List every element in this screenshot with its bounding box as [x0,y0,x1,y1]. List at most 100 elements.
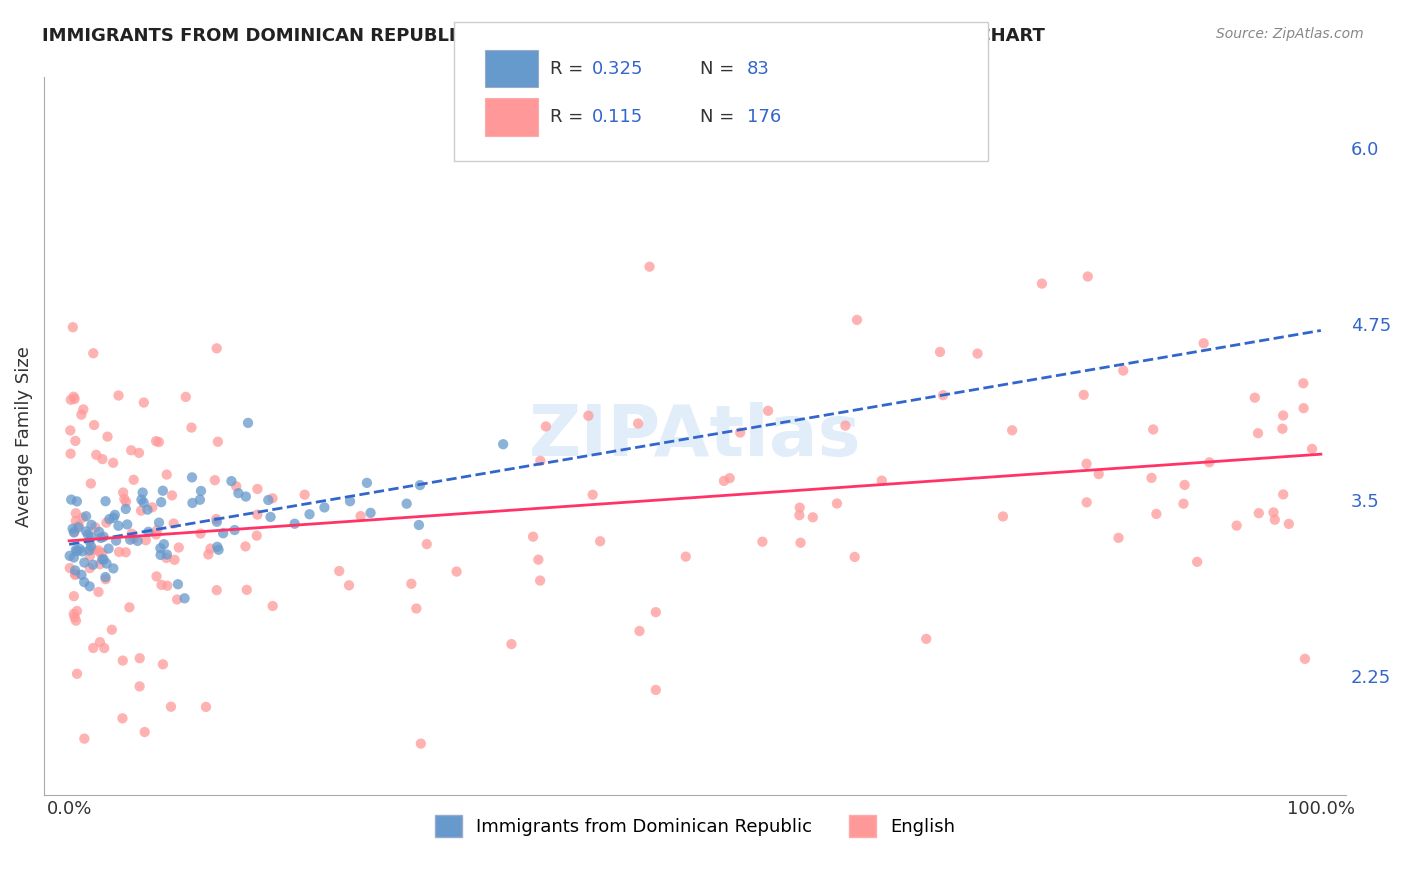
Point [349,509,371,524]
Point [675,549,697,564]
Point [1294,652,1316,666]
Point [401,576,423,591]
Point [114,545,136,559]
Point [96,557,118,571]
Point [314,500,336,515]
Point [1264,513,1286,527]
Point [129,503,152,517]
Point [416,537,439,551]
Text: Source: ZipAtlas.com: Source: ZipAtlas.com [1216,27,1364,41]
Point [63,524,86,539]
Point [644,682,666,697]
Point [138,524,160,539]
Point [529,454,551,468]
Point [409,478,432,492]
Point [789,508,811,523]
Point [70,567,93,582]
Point [62,390,84,404]
Point [84,520,107,534]
Point [120,443,142,458]
Text: 176: 176 [747,108,780,126]
Point [62,320,84,334]
Point [66,604,89,618]
Point [63,589,86,603]
Point [82,558,104,572]
Point [80,517,103,532]
Point [59,447,82,461]
Point [108,545,131,559]
Point [246,508,269,522]
Point [121,526,143,541]
Point [60,492,83,507]
Point [1247,506,1270,520]
Point [225,479,247,493]
Point [146,524,169,538]
Point [155,551,177,566]
Point [173,591,195,606]
Point [197,548,219,562]
Point [91,546,114,560]
Point [1272,409,1295,423]
Point [136,502,159,516]
Point [127,533,149,548]
Point [181,496,204,510]
Point [409,737,432,751]
Point [501,637,523,651]
Point [718,471,741,485]
Point [94,572,117,586]
Point [235,540,257,554]
Point [66,494,89,508]
Point [148,516,170,530]
Point [59,561,82,575]
Point [79,549,101,563]
Point [589,534,612,549]
Point [190,526,212,541]
Text: IMMIGRANTS FROM DOMINICAN REPUBLIC VS ENGLISH AVERAGE FAMILY SIZE CORRELATION CH: IMMIGRANTS FROM DOMINICAN REPUBLIC VS EN… [42,27,1045,45]
Point [77,543,100,558]
Point [89,635,111,649]
Point [257,493,280,508]
Point [96,516,118,530]
Point [128,446,150,460]
Point [205,515,228,529]
Point [122,473,145,487]
Point [1112,363,1135,377]
Point [789,500,811,515]
Point [122,532,145,546]
Point [107,518,129,533]
Point [152,483,174,498]
Point [174,390,197,404]
Point [294,488,316,502]
Point [356,475,378,490]
Point [65,506,87,520]
Point [93,641,115,656]
Point [67,541,90,556]
Point [1292,376,1315,391]
Point [1077,269,1099,284]
Point [111,654,134,668]
Point [67,518,90,533]
Point [79,533,101,548]
Point [103,510,125,524]
Point [96,429,118,443]
Legend: Immigrants from Dominican Republic, English: Immigrants from Dominican Republic, Engl… [427,807,962,844]
Point [236,582,259,597]
Point [167,577,190,591]
Point [395,497,418,511]
Point [62,607,84,621]
Text: 0.325: 0.325 [592,60,644,78]
Point [163,516,186,531]
Point [112,485,135,500]
Point [94,494,117,508]
Point [801,510,824,524]
Point [62,550,84,565]
Point [156,579,179,593]
Point [408,518,430,533]
Point [1108,531,1130,545]
Point [79,561,101,575]
Point [167,541,190,555]
Point [84,448,107,462]
Point [825,496,848,510]
Point [339,494,361,508]
Point [63,563,86,577]
